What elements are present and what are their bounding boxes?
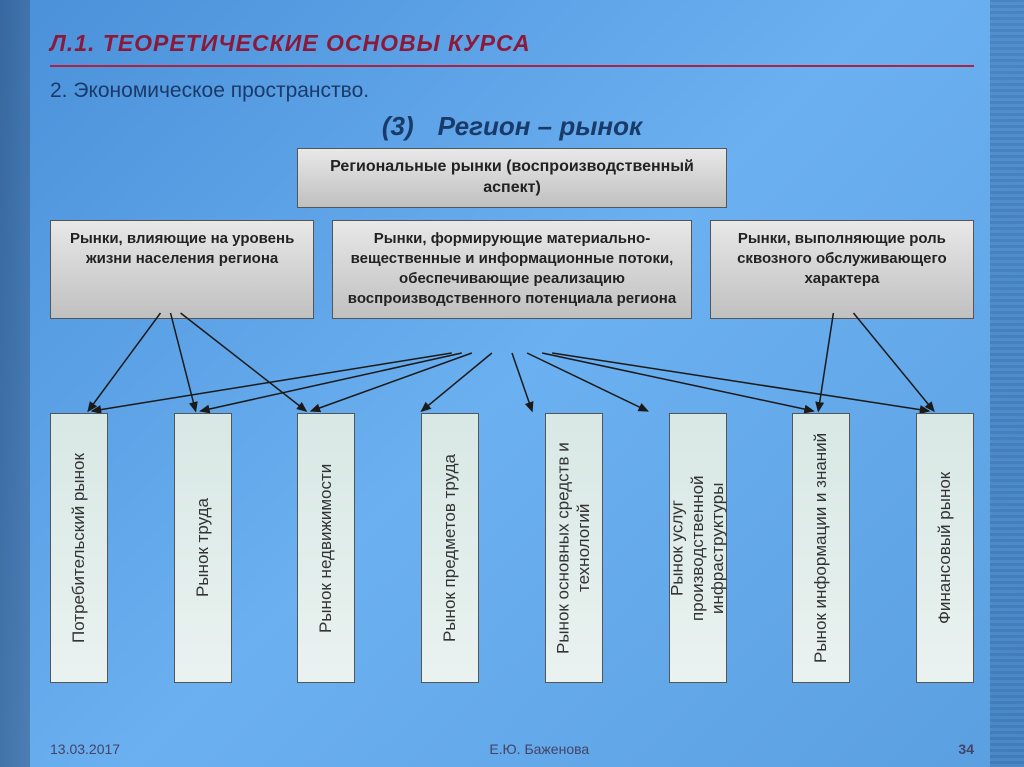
leaf-node-1: Рынок труда [174, 413, 232, 683]
bottom-row: Потребительский рынок Рынок труда Рынок … [50, 413, 974, 683]
footer-page: 34 [958, 741, 974, 757]
leaf-node-6: Рынок информации и знаний [792, 413, 850, 683]
footer-date: 13.03.2017 [50, 741, 120, 757]
leaf-node-0: Потребительский рынок [50, 413, 108, 683]
footer: 13.03.2017 Е.Ю. Баженова 34 [50, 741, 974, 757]
subtitle: 2. Экономическое пространство. [50, 79, 974, 103]
leaf-node-3: Рынок предметов труда [421, 413, 479, 683]
section-title: (3)Регион – рынок [50, 111, 974, 142]
root-node: Региональные рынки (воспроизводственный … [297, 148, 727, 208]
main-title: Л.1. ТЕОРЕТИЧЕСКИЕ ОСНОВЫ КУРСА [50, 30, 974, 57]
section-name: Регион – рынок [438, 111, 643, 141]
leaf-node-7: Финансовый рынок [916, 413, 974, 683]
arrow-layer [50, 311, 974, 421]
leaf-node-5: Рынок услуг производственной инфраструкт… [669, 413, 727, 683]
footer-author: Е.Ю. Баженова [489, 741, 589, 757]
mid-node-1: Рынки, формирующие материально-веществен… [332, 220, 692, 319]
mid-node-2: Рынки, выполняющие роль сквозного обслуж… [710, 220, 974, 319]
leaf-node-4: Рынок основных средств и технологий [545, 413, 603, 683]
leaf-node-2: Рынок недвижимости [297, 413, 355, 683]
mid-node-0: Рынки, влияющие на уровень жизни населен… [50, 220, 314, 319]
section-number: (3) [382, 111, 438, 141]
divider [50, 65, 974, 67]
mid-row: Рынки, влияющие на уровень жизни населен… [50, 220, 974, 319]
